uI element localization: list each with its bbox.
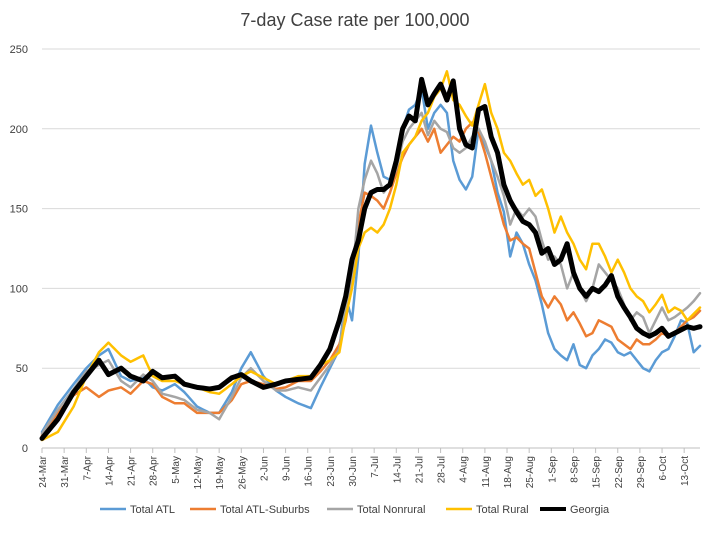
x-tick-label: 21-Jul — [414, 456, 425, 483]
x-tick-label: 26-May — [237, 456, 248, 489]
x-tick-label: 29-Sep — [636, 456, 647, 489]
legend-label-total-nonrural: Total Nonrural — [357, 504, 425, 516]
y-tick-label: 0 — [22, 443, 28, 455]
y-tick-label: 50 — [16, 363, 28, 375]
y-tick-label: 250 — [10, 44, 28, 56]
series-line-total-atl — [40, 87, 702, 434]
x-tick-label: 14-Apr — [104, 455, 115, 486]
x-tick-label: 6-Oct — [658, 456, 669, 481]
x-tick-label: 8-Sep — [569, 456, 580, 483]
y-tick-label: 100 — [10, 283, 28, 295]
x-tick-label: 12-May — [193, 456, 204, 489]
x-tick-label: 23-Jun — [326, 456, 337, 487]
axes: 0 50 100 150 200 250 24-Mar 31-Mar 7-Apr 14-Apr 21… — [10, 44, 700, 489]
x-tick-label: 22-Sep — [614, 456, 625, 489]
x-tick-label: 11-Aug — [481, 456, 492, 488]
x-tick-label: 13-Oct — [680, 456, 691, 486]
legend: Total ATL Total ATL-Suburbs Total Nonrural… — [100, 504, 610, 516]
y-tick-label: 150 — [10, 204, 28, 216]
x-tick-label: 14-Jul — [392, 456, 403, 483]
x-tick-label: 9-Jun — [282, 456, 293, 481]
x-tick-label: 16-Jun — [304, 456, 315, 487]
legend-label-total-atl-suburbs: Total ATL-Suburbs — [220, 504, 310, 516]
x-tick-label: 7-Jul — [370, 456, 381, 478]
legend-label-total-atl: Total ATL — [130, 504, 175, 516]
x-tick-label: 28-Jul — [437, 456, 448, 483]
x-tick-label: 5-May — [171, 456, 182, 484]
legend-label-georgia: Georgia — [570, 504, 610, 516]
x-tick-label: 4-Aug — [459, 456, 470, 483]
x-tick-label: 1-Sep — [547, 456, 558, 483]
x-tick-label: 28-Apr — [149, 455, 160, 486]
legend-label-total-rural: Total Rural — [476, 504, 529, 516]
y-tick-label: 200 — [10, 124, 28, 136]
x-tick-label: 31-Mar — [60, 455, 71, 487]
x-tick-label: 21-Apr — [127, 455, 138, 486]
series-lines — [39, 70, 703, 442]
x-tick-label: 15-Sep — [592, 456, 603, 489]
x-tick-label: 30-Jun — [348, 456, 359, 487]
x-tick-label: 25-Aug — [525, 456, 536, 488]
x-tick-label: 18-Aug — [503, 456, 514, 488]
x-tick-label: 2-Jun — [259, 456, 270, 481]
x-tick-label: 24-Mar — [38, 455, 49, 487]
x-tick-label: 19-May — [215, 456, 226, 489]
series-line-total-nonrural — [40, 111, 702, 435]
series-line-total-atl-suburbs — [40, 121, 702, 437]
x-tick-label: 7-Apr — [82, 455, 93, 480]
series-line-georgia — [39, 76, 703, 441]
chart-title: 7-day Case rate per 100,000 — [240, 10, 469, 30]
